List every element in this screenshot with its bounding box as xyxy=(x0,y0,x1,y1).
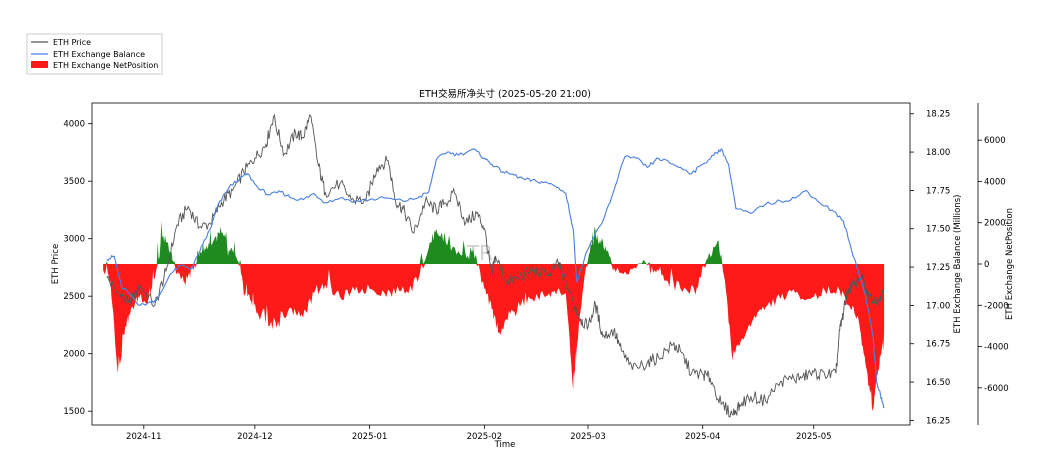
price-line xyxy=(106,113,885,418)
legend-swatch-netposition xyxy=(31,61,48,68)
plot-frame xyxy=(91,102,911,426)
price-tick-label: 1500 xyxy=(63,407,85,417)
price-axis-label: ETH Price xyxy=(51,244,61,284)
netposition-tick-label: 2000 xyxy=(984,219,1006,229)
chart-title: ETH交易所净头寸 (2025-05-20 21:00) xyxy=(419,88,591,100)
netposition-tick-label: 6000 xyxy=(984,136,1006,146)
netposition-axis-label: ETH Exchange NetPosition xyxy=(1005,208,1015,320)
balance-tick-label: 17.50 xyxy=(926,225,950,235)
x-tick-label: 2025-01 xyxy=(352,432,388,442)
netposition-tick-label: -2000 xyxy=(984,301,1009,311)
x-axis-ticks: 2024-11 2024-12 2025-01 2025-02 2025-03 2025-… xyxy=(126,425,832,442)
balance-line-group xyxy=(106,148,885,409)
x-tick-label: 2024-12 xyxy=(237,432,273,442)
balance-tick-label: 18.25 xyxy=(926,110,950,120)
x-tick-label: 2025-05 xyxy=(796,432,832,442)
x-tick-label: 2025-04 xyxy=(685,432,721,442)
netposition-area xyxy=(103,220,885,412)
x-axis-label: Time xyxy=(494,440,516,450)
price-line-group xyxy=(106,113,885,418)
price-axis-ticks: 1500 2000 2500 3000 3500 4000 xyxy=(63,120,92,417)
x-tick-label: 2025-02 xyxy=(467,432,503,442)
balance-tick-label: 17.00 xyxy=(926,301,950,311)
balance-tick-label: 17.25 xyxy=(926,263,950,273)
netposition-negative-area xyxy=(103,264,885,412)
netposition-tick-label: 4000 xyxy=(984,177,1006,187)
balance-axis-label: ETH Exchange Balance (Millions) xyxy=(953,195,963,334)
netposition-tick-label: -6000 xyxy=(984,384,1009,394)
balance-tick-label: 18.00 xyxy=(926,148,950,158)
balance-axis-ticks: 16.25 16.50 16.75 17.00 17.25 17.50 17.75 18.00… xyxy=(910,110,950,426)
netposition-positive-area xyxy=(103,220,885,264)
balance-line xyxy=(106,148,885,409)
netposition-tick-label: -4000 xyxy=(984,343,1009,353)
price-tick-label: 3500 xyxy=(63,177,85,187)
legend-box xyxy=(26,33,163,75)
netposition-tick-label: 0 xyxy=(984,260,989,270)
price-tick-label: 3000 xyxy=(63,235,85,245)
balance-tick-label: 17.75 xyxy=(926,186,950,196)
legend-label-price: ETH Price xyxy=(53,38,91,47)
legend-label-balance: ETH Exchange Balance xyxy=(53,50,145,59)
balance-tick-label: 16.25 xyxy=(926,416,950,426)
price-tick-label: 2000 xyxy=(63,350,85,360)
balance-tick-label: 16.50 xyxy=(926,378,950,388)
legend: ETH Price ETH Exchange Balance ETH Excha… xyxy=(26,33,163,75)
price-tick-label: 4000 xyxy=(63,120,85,130)
x-tick-label: 2025-03 xyxy=(570,432,606,442)
netposition-axis-ticks: -6000 -4000 -2000 0 2000 4000 6000 xyxy=(978,136,1009,394)
legend-label-netposition: ETH Exchange NetPosition xyxy=(53,61,158,70)
balance-tick-label: 16.75 xyxy=(926,340,950,350)
price-tick-label: 2500 xyxy=(63,292,85,302)
x-tick-label: 2024-11 xyxy=(126,432,162,442)
